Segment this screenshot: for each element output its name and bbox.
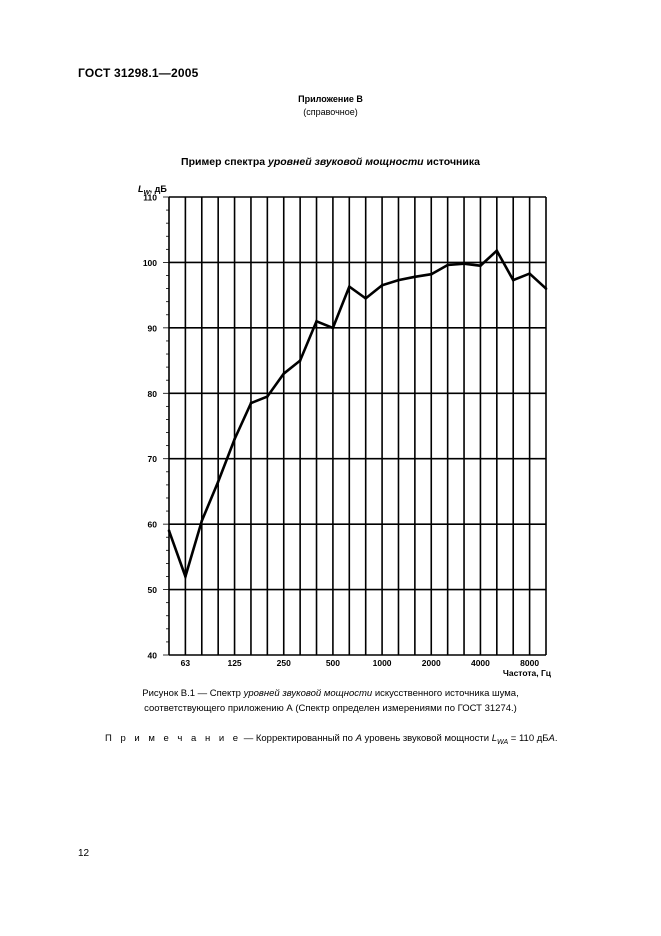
note-italic-a: A (355, 733, 362, 744)
x-tick-label: 125 (227, 658, 241, 668)
caption-part1: Рисунок В.1 — Спектр (142, 688, 244, 699)
y-tick-label: 90 (148, 323, 158, 333)
data-point (298, 359, 302, 362)
x-tick-label: 1000 (373, 658, 392, 668)
note-label: П р и м е ч а н и е (105, 733, 242, 744)
data-point (364, 297, 367, 300)
note-text2: уровень звуковой мощности (361, 733, 492, 744)
x-tick-label: 8000 (520, 658, 539, 668)
data-point (528, 272, 531, 275)
note-text1: — Корректированный по (241, 733, 356, 744)
x-tick-label: 2000 (422, 658, 441, 668)
data-point (511, 278, 515, 282)
data-point (233, 437, 236, 441)
data-point (315, 320, 318, 323)
x-axis-label: Частота, Гц (503, 668, 552, 678)
data-point (348, 285, 351, 288)
figure-title-part1: Пример спектра (181, 156, 268, 168)
note-sub: WA (496, 739, 509, 746)
y-tick-label: 110 (143, 193, 157, 203)
spectrum-chart: 40 50 60 70 80 90 100 110 63 125 250 500 1000 2000 400… (138, 184, 552, 678)
data-point (266, 395, 269, 398)
note-end: . (554, 733, 558, 744)
data-point (184, 575, 187, 578)
data-point (413, 275, 417, 279)
y-axis-label: LW, дБ (138, 184, 167, 197)
y-tick-label: 50 (148, 585, 158, 595)
series-line (167, 248, 547, 581)
data-point (249, 401, 253, 405)
figure-caption-line2: соответствующего приложению А (Спектр оп… (144, 703, 517, 714)
figure-title-part2: источника (423, 156, 480, 168)
note-suffix: A (548, 733, 555, 744)
figure-title: Пример спектра уровней звуковой мощности… (0, 156, 661, 168)
caption-italic: уровней звуковой мощности (243, 688, 373, 699)
appendix-title: Приложение В (298, 94, 363, 104)
caption-part2: искусственного источника шума, (372, 688, 519, 699)
figure-title-italic: уровней звуковой мощности (268, 156, 424, 168)
note-text3: = 110 дБ (508, 733, 549, 744)
note: П р и м е ч а н и е — Корректированный п… (105, 733, 558, 746)
data-point (331, 326, 335, 330)
data-point (282, 372, 286, 375)
x-tick-label: 250 (277, 658, 291, 668)
data-point (429, 272, 433, 276)
data-point (479, 264, 482, 268)
note-symbol: L (491, 733, 497, 744)
data-point (216, 480, 220, 483)
appendix-subtitle: (справочное) (303, 107, 358, 117)
x-tick-label: 500 (326, 658, 340, 668)
page-number: 12 (78, 848, 90, 859)
x-tick-label: 63 (181, 658, 191, 668)
y-tick-label: 40 (148, 651, 158, 661)
x-tick-label: 4000 (471, 658, 490, 668)
y-tick-label: 60 (148, 520, 158, 530)
data-point (446, 263, 449, 267)
data-point (544, 287, 548, 290)
data-point (380, 284, 384, 287)
data-point (167, 529, 171, 532)
data-point (397, 278, 400, 282)
data-point (462, 262, 466, 266)
data-point (200, 519, 204, 523)
y-tick-label: 100 (143, 258, 157, 268)
data-point (495, 249, 499, 252)
y-tick-label: 70 (148, 454, 158, 464)
document-header: ГОСТ 31298.1—2005 (78, 66, 199, 80)
figure-caption-line1: Рисунок В.1 — Спектр уровней звуковой мо… (0, 688, 661, 699)
y-tick-label: 80 (148, 389, 158, 399)
